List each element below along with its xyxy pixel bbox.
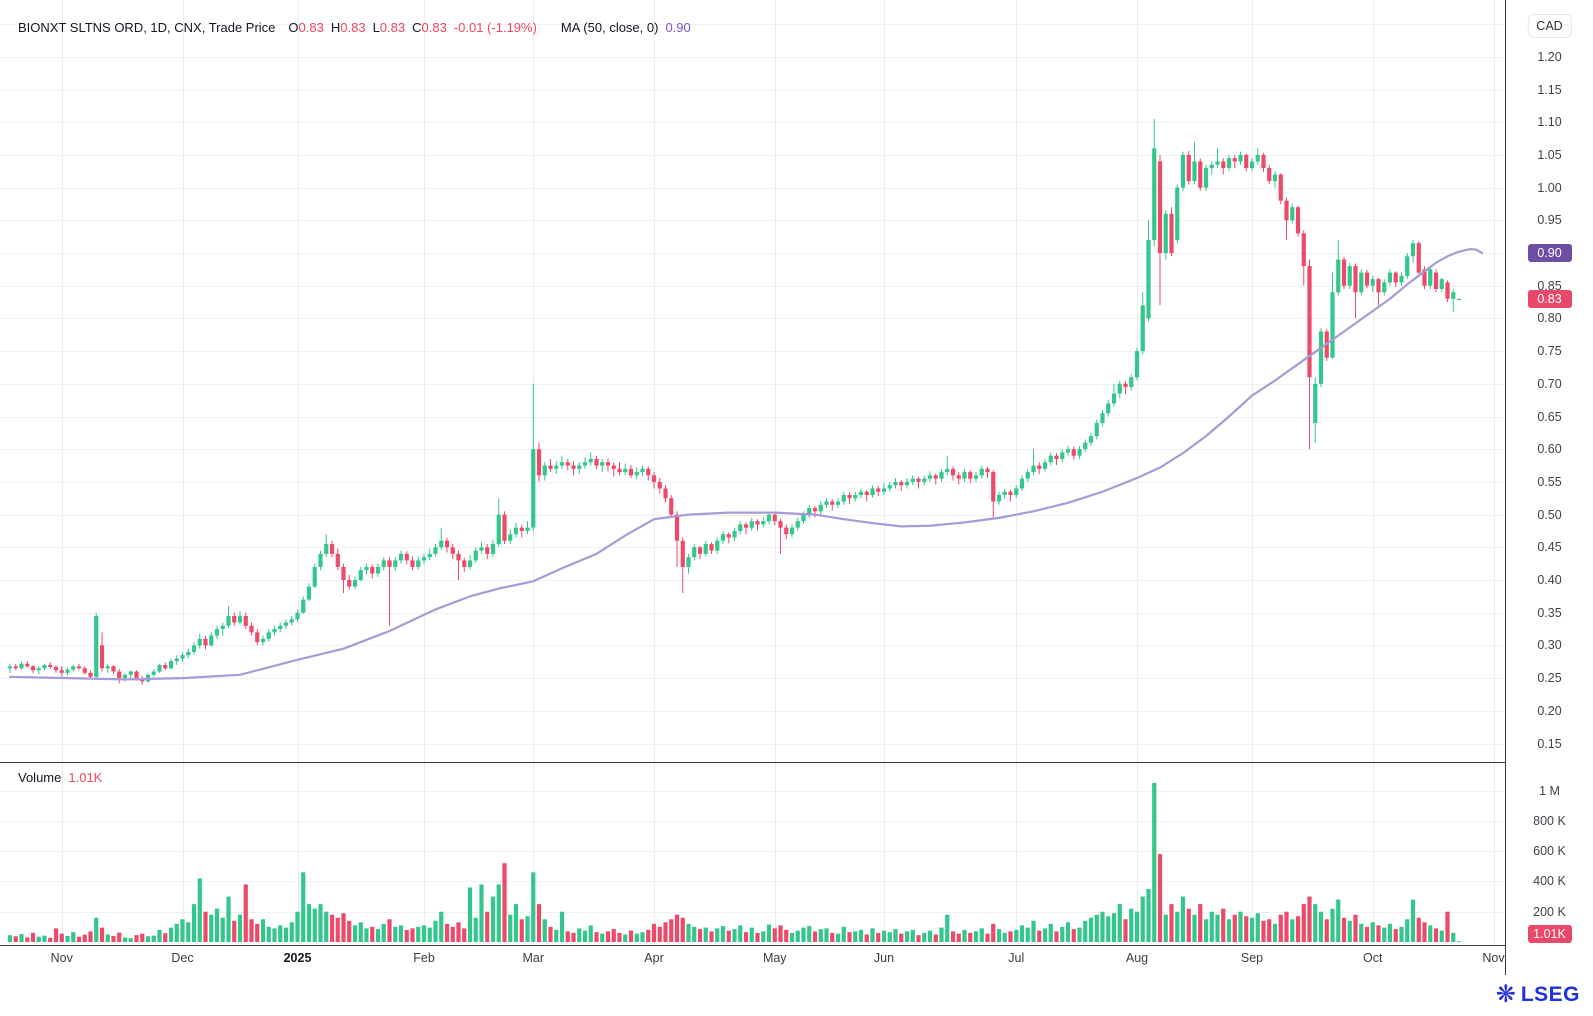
main-chart[interactable] [0, 0, 1593, 976]
volume-bars [7, 782, 1462, 942]
volume-label: Volume [18, 770, 62, 785]
price-tick: 0.85 [1537, 278, 1562, 293]
grid-lines [0, 0, 1505, 945]
price-tick: 0.95 [1537, 213, 1562, 228]
ma-price-badge: 0.90 [1527, 244, 1572, 262]
month-label-mar: Mar [522, 951, 545, 965]
high-label: H [330, 20, 341, 35]
volume-badge: 1.01K [1527, 925, 1572, 943]
price-tick: 0.45 [1537, 540, 1562, 555]
month-label-apr: Apr [644, 951, 664, 965]
price-axis[interactable]: CAD 1.20 1.15 1.10 1.05 1.00 0.95 0.90 0.85 0.80… [1506, 0, 1593, 975]
price-tick: 0.35 [1537, 605, 1562, 620]
ma-indicator-label: MA (50, close, 0) [560, 20, 659, 35]
ma50-line [8, 247, 1484, 681]
month-label-dec: Dec [171, 951, 194, 965]
month-label-feb: Feb [413, 951, 435, 965]
time-axis[interactable]: Nov Dec 2025 Feb Mar Apr May Jun Jul Aug Sep Oct Nov [0, 946, 1505, 975]
month-label-aug: Aug [1125, 951, 1149, 965]
change-value: -0.01 (-1.19%) [453, 20, 537, 35]
lseg-logo: ❋ LSEG [1496, 983, 1580, 1007]
price-tick: 0.55 [1537, 474, 1562, 489]
volume-tick: 600 K [1533, 844, 1566, 859]
volume-legend: Volume 1.01K [18, 770, 102, 785]
open-value: 0.83 [298, 20, 324, 35]
price-tick: 0.75 [1537, 344, 1562, 359]
candles [7, 118, 1462, 685]
month-label-jul: Jul [1008, 951, 1025, 965]
month-label-nov: Nov [1482, 951, 1505, 965]
volume-tick: 1 M [1539, 783, 1560, 798]
month-label-sep: Sep [1240, 951, 1264, 965]
last-price-badge: 0.83 [1527, 289, 1572, 308]
close-value: 0.83 [421, 20, 447, 35]
price-tick: 1.05 [1537, 147, 1562, 162]
lseg-flower-icon: ❋ [1495, 981, 1516, 1008]
price-tick: 1.15 [1537, 82, 1562, 97]
volume-value: 1.01K [68, 770, 103, 785]
price-tick: 1.20 [1537, 49, 1562, 64]
price-tick: 0.30 [1537, 638, 1562, 653]
month-label-jun: Jun [873, 951, 895, 965]
volume-tick: 200 K [1533, 904, 1566, 919]
axis-borders [0, 0, 1593, 975]
price-tick: 0.40 [1537, 573, 1562, 587]
price-tick: 1.10 [1537, 115, 1562, 130]
volume-tick: 800 K [1533, 813, 1566, 828]
price-tick: 0.65 [1537, 409, 1562, 424]
low-value: 0.83 [379, 20, 406, 35]
price-tick: 0.15 [1537, 736, 1562, 751]
price-tick: 0.20 [1537, 703, 1562, 718]
lseg-logo-text: LSEG [1520, 983, 1580, 1006]
close-label: C [412, 20, 422, 35]
price-tick: 0.70 [1537, 376, 1562, 391]
month-label-nov: Nov [50, 951, 73, 965]
month-label-2025: 2025 [283, 951, 312, 965]
price-tick: 0.60 [1537, 442, 1562, 457]
month-label-oct: Oct [1363, 951, 1383, 965]
open-label: O [288, 20, 299, 35]
low-label: L [372, 20, 380, 35]
price-tick: 0.25 [1537, 671, 1562, 686]
chart-legend: BIONXT SLTNS ORD, 1D, CNX, Trade Price O… [18, 20, 691, 35]
volume-tick: 400 K [1533, 874, 1566, 889]
high-value: 0.83 [340, 20, 366, 35]
instrument-title: BIONXT SLTNS ORD, 1D, CNX, Trade Price [18, 20, 276, 35]
price-tick: 0.50 [1537, 507, 1562, 522]
price-tick: 1.00 [1537, 180, 1562, 195]
ma-indicator-value: 0.90 [665, 20, 691, 35]
month-label-may: May [762, 951, 787, 965]
price-tick: 0.80 [1537, 311, 1562, 326]
currency-button[interactable]: CAD [1527, 14, 1572, 38]
